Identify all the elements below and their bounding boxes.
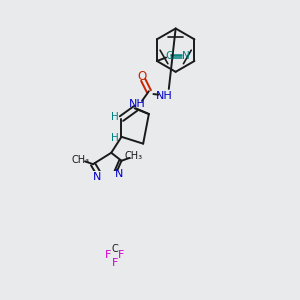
Text: F: F (118, 250, 125, 260)
Text: F: F (105, 250, 111, 260)
Text: CH₃: CH₃ (71, 154, 89, 165)
Text: O: O (137, 70, 147, 83)
Text: N: N (115, 169, 123, 179)
Text: N: N (93, 172, 101, 182)
Text: F: F (112, 258, 118, 268)
Text: N: N (182, 51, 189, 62)
Text: C: C (111, 244, 118, 254)
Text: H: H (111, 133, 119, 143)
Text: C: C (166, 51, 173, 62)
Text: CH₃: CH₃ (125, 151, 143, 161)
Text: NH: NH (129, 99, 146, 109)
Text: H: H (111, 112, 119, 122)
Text: NH: NH (156, 91, 172, 101)
